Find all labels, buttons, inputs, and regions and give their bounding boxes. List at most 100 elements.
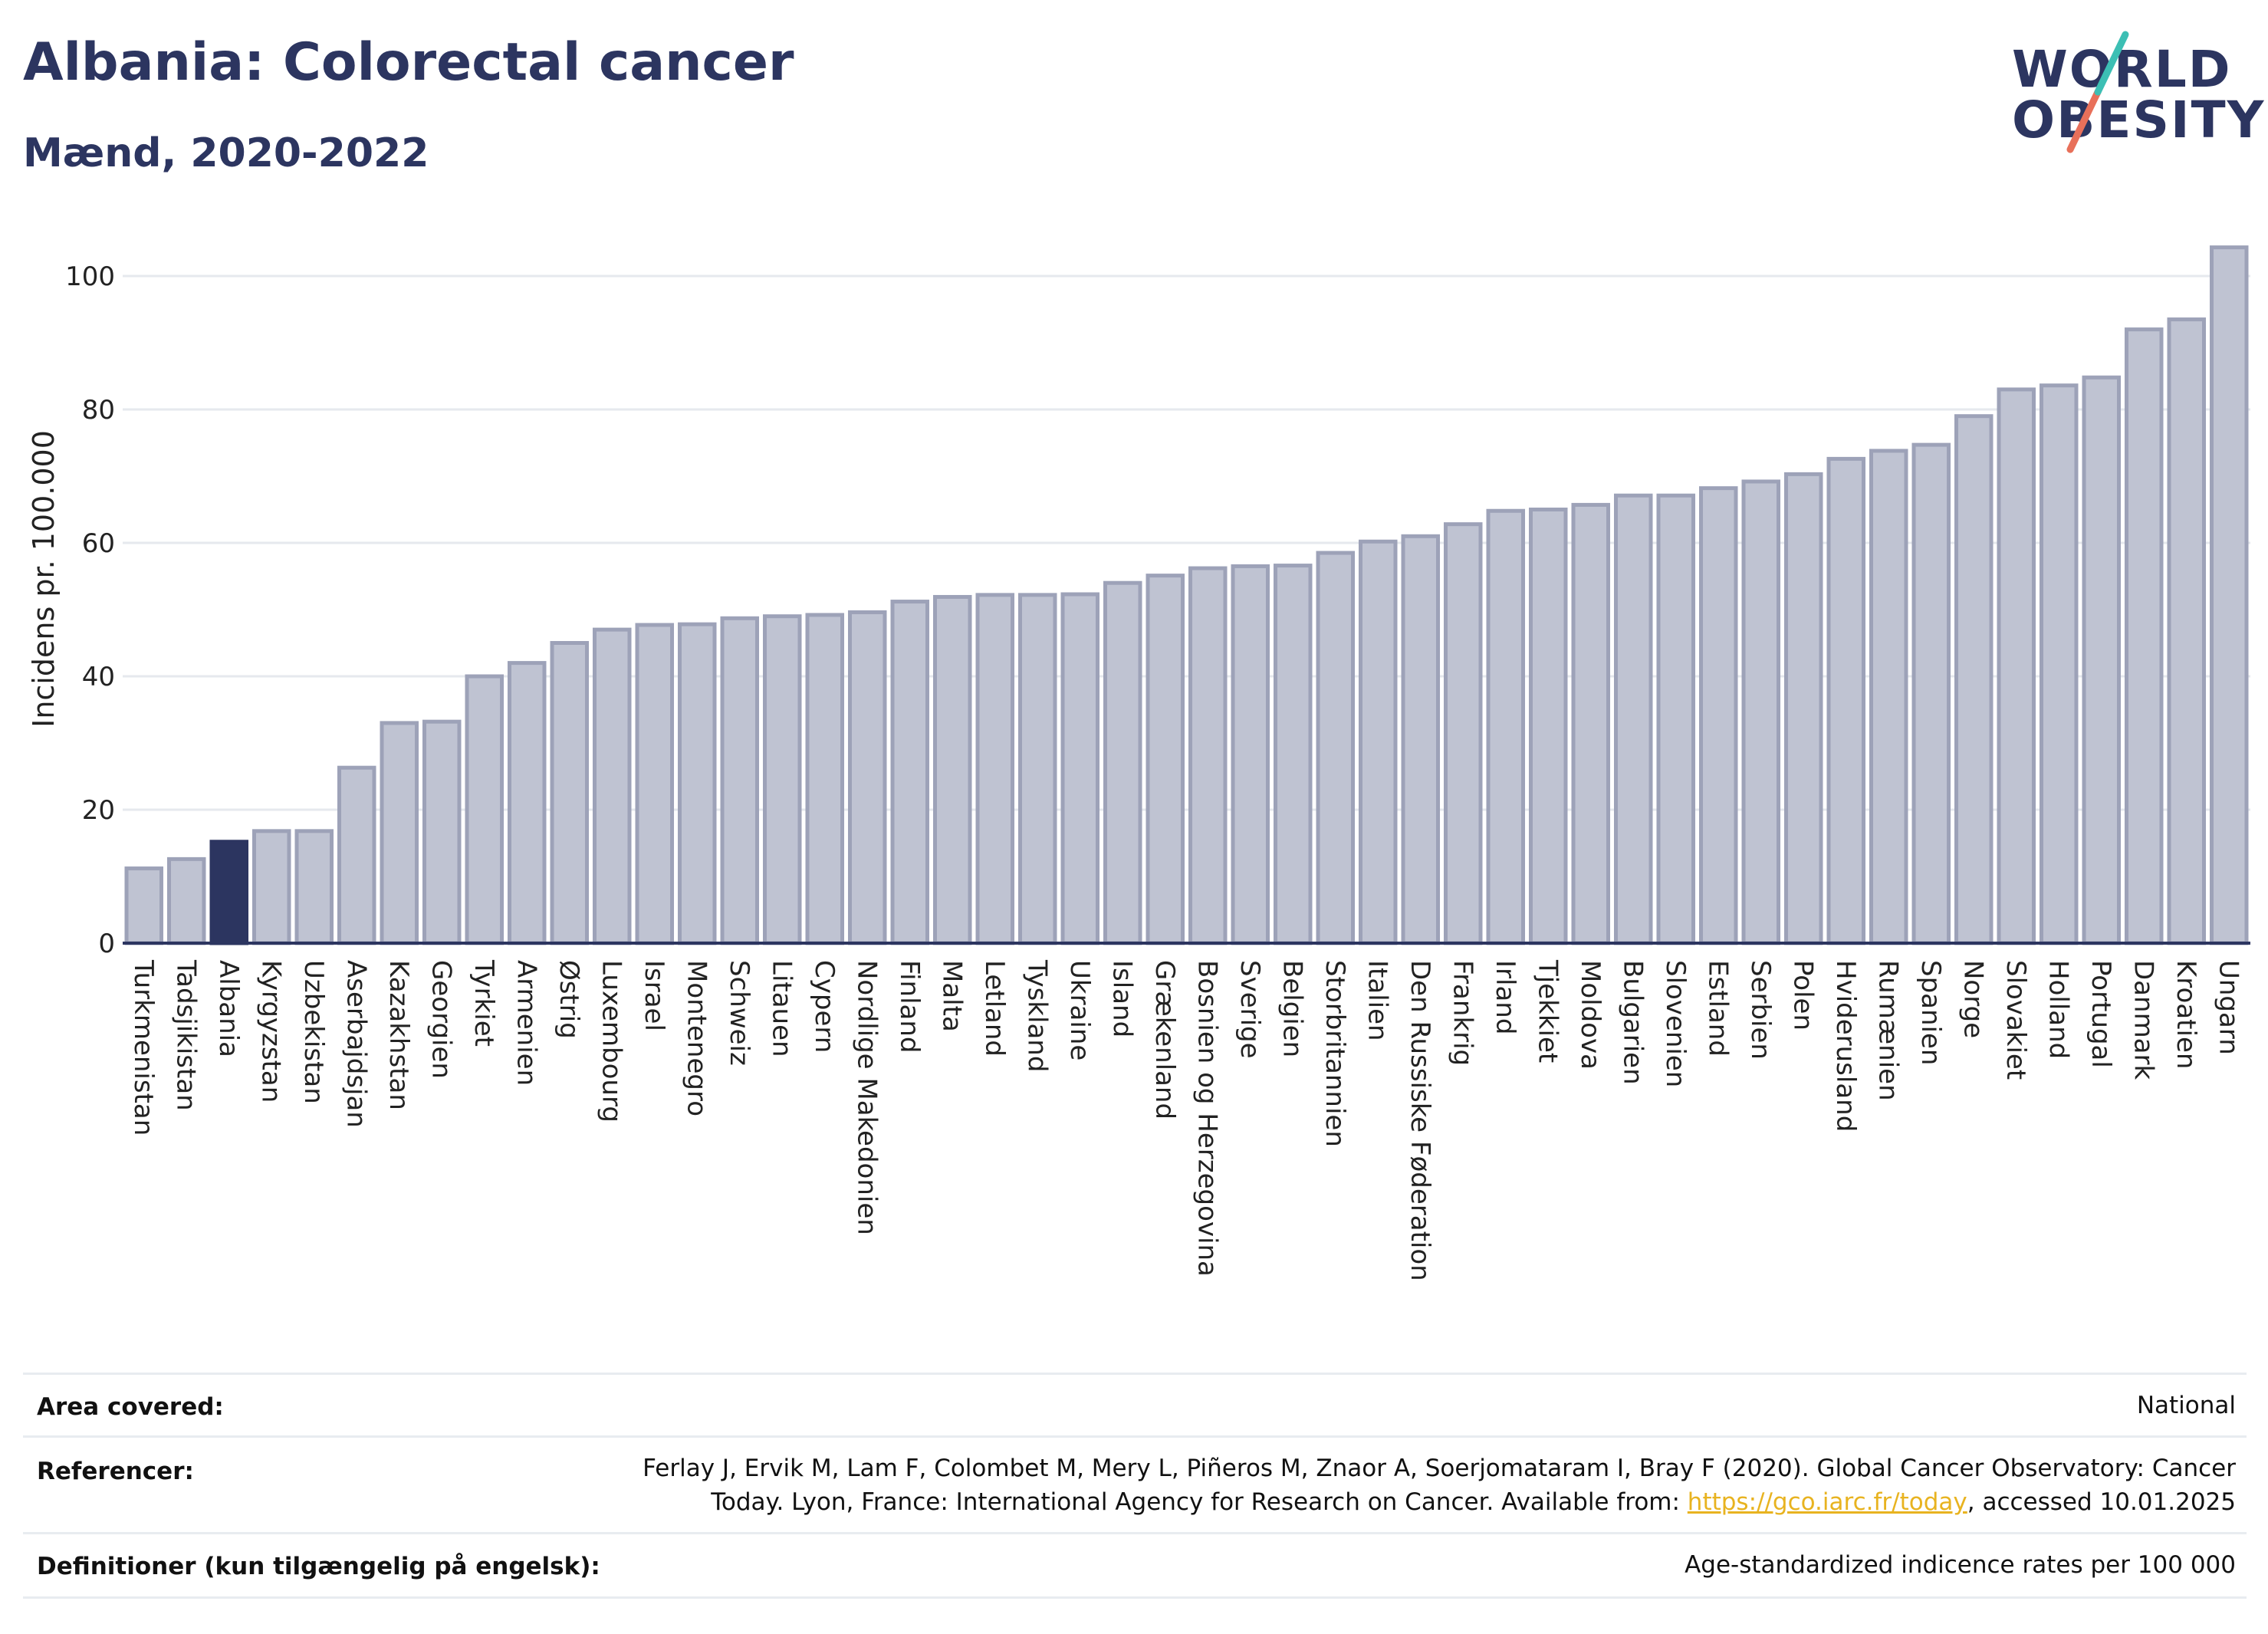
bar — [1231, 564, 1270, 945]
y-tick-label: 0 — [98, 929, 115, 959]
x-tick-label: Aserbajdsjan — [340, 960, 371, 1128]
x-tick-label: Polen — [1787, 960, 1818, 1031]
axes: 0 20 40 60 80 100 — [65, 261, 2250, 959]
x-tick-label: Uzbekistan — [298, 960, 329, 1104]
bar — [1017, 593, 1057, 945]
bar — [1997, 387, 2036, 945]
x-tick-label: Tyrkiet — [468, 959, 499, 1047]
bar — [847, 610, 887, 945]
references-line-2: Today. Lyon, France: International Agenc… — [643, 1485, 2236, 1519]
x-tick-label: Island — [1106, 960, 1137, 1037]
bar — [337, 765, 376, 945]
bar — [1443, 522, 1483, 945]
references-link[interactable]: https://gco.iarc.fr/today — [1687, 1488, 1967, 1516]
x-tick-label: Schweiz — [724, 960, 754, 1066]
bar — [1571, 502, 1611, 945]
references-line-1: Ferlay J, Ervik M, Lam F, Colombet M, Me… — [643, 1455, 2236, 1482]
y-tick-label: 60 — [82, 528, 115, 559]
bar — [1698, 486, 1738, 945]
x-tick-label: Østrig — [554, 960, 584, 1039]
x-tick-label: Luxembourg — [596, 960, 626, 1123]
definitions-value: Age-standardized indicence rates per 100… — [1685, 1551, 2236, 1579]
x-tick-label: Storbritannien — [1320, 960, 1350, 1147]
x-tick-label: Portugal — [2086, 960, 2116, 1068]
logo-line-2: OBESITY — [2012, 90, 2266, 150]
y-tick-label: 40 — [82, 662, 115, 692]
references-accessed: , accessed 10.01.2025 — [1967, 1488, 2236, 1516]
bar — [805, 613, 845, 945]
bar — [1741, 479, 1781, 945]
x-tick-label: Bosnien og Herzegovina — [1192, 960, 1222, 1277]
bar — [720, 616, 760, 945]
bar — [294, 829, 334, 945]
x-tick-label: Ungarn — [2213, 960, 2243, 1055]
x-tick-label: Sverige — [1234, 960, 1265, 1059]
x-tick-label: Den Russiske Føderation — [1405, 960, 1435, 1281]
x-tick-label: Estland — [1702, 960, 1733, 1057]
x-tick-label: Finland — [894, 960, 925, 1054]
x-tick-label: Nordlige Makedonien — [851, 960, 882, 1235]
bar — [762, 614, 802, 945]
y-axis-title: Incidens pr. 100.000 — [27, 430, 61, 728]
bar — [1528, 508, 1568, 945]
y-tick-label: 20 — [82, 795, 115, 826]
x-tick-label: Israel — [639, 960, 669, 1031]
bar — [1826, 456, 1866, 945]
x-tick-label: Moldova — [1575, 960, 1606, 1070]
bar — [124, 866, 164, 945]
chart-subtitle: Mænd, 2020-2022 — [23, 130, 429, 176]
definitions-row: Definitioner (kun tilgængelig på engelsk… — [23, 1532, 2247, 1599]
bar — [1273, 564, 1313, 945]
x-tick-label: Italien — [1362, 960, 1392, 1041]
x-tick-label: Kazakhstan — [383, 960, 414, 1110]
bar — [2082, 375, 2122, 945]
bar — [1060, 592, 1100, 945]
bar — [1401, 534, 1441, 945]
x-tick-label: Danmark — [2128, 960, 2158, 1080]
x-tick-label: Georgien — [426, 960, 456, 1079]
x-tick-label: Tjekkiet — [1532, 959, 1563, 1063]
x-tick-label: Holland — [2043, 960, 2073, 1059]
bar — [932, 594, 972, 945]
bar — [507, 661, 547, 945]
y-tick-label: 100 — [65, 261, 115, 292]
bar — [465, 674, 505, 945]
y-tick-label: 80 — [82, 395, 115, 426]
logo-slash-icon — [2066, 31, 2129, 153]
bar — [1613, 493, 1653, 945]
x-tick-label: Spanien — [1915, 960, 1946, 1065]
x-tick-label: Grækenland — [1149, 960, 1180, 1119]
x-tick-label: Slovenien — [1660, 960, 1691, 1087]
x-tick-label: Litauen — [766, 960, 797, 1057]
bar — [592, 627, 632, 945]
x-tick-label: Tadsjikistan — [170, 959, 201, 1111]
bar — [1954, 414, 1994, 945]
bar — [975, 593, 1015, 945]
bar — [422, 719, 462, 945]
bar — [2039, 383, 2079, 945]
bars — [124, 245, 2249, 945]
x-tick-label: Ukraine — [1064, 960, 1095, 1060]
bar — [209, 840, 249, 945]
x-tick-label: Norge — [1957, 960, 1988, 1038]
x-tick-label: Armenien — [511, 960, 541, 1086]
x-tick-label: Hviderusland — [1830, 960, 1861, 1132]
references-line-2-text: Today. Lyon, France: International Agenc… — [711, 1488, 1688, 1516]
area-covered-row: Area covered: National — [23, 1373, 2247, 1438]
bar — [2124, 327, 2164, 945]
chart-title: Albania: Colorectal cancer — [23, 32, 794, 93]
area-covered-value: National — [2136, 1392, 2236, 1419]
x-tick-label: Frankrig — [1447, 960, 1477, 1066]
bar — [1146, 574, 1185, 945]
bar-chart: 0 20 40 60 80 100 Turkmenistan Tadsjikistan Alb… — [27, 245, 2250, 1281]
bar — [1869, 449, 1908, 945]
bar — [2167, 317, 2207, 945]
x-tick-label: Kyrgyzstan — [255, 960, 286, 1103]
x-tick-label: Bulgarien — [1617, 960, 1648, 1085]
x-tick-label: Montenegro — [681, 960, 712, 1116]
x-tick-label: Irland — [1490, 960, 1520, 1034]
bar — [166, 856, 206, 945]
area-covered-label: Area covered: — [37, 1393, 224, 1421]
bar — [380, 721, 419, 945]
x-tick-label: Serbien — [1745, 960, 1776, 1060]
